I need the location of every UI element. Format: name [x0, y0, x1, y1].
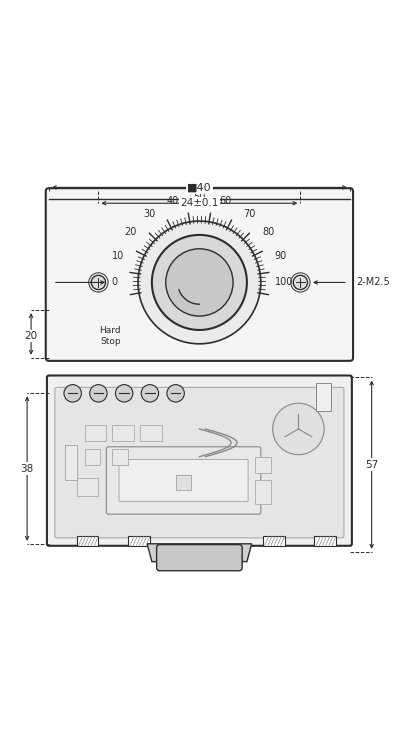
Bar — [176, 475, 192, 490]
FancyBboxPatch shape — [46, 189, 353, 360]
FancyBboxPatch shape — [119, 460, 248, 502]
Circle shape — [141, 385, 159, 402]
Bar — [255, 457, 271, 472]
Text: 80: 80 — [262, 228, 274, 237]
Bar — [84, 449, 100, 465]
Text: 24±0.1: 24±0.1 — [180, 198, 218, 208]
Circle shape — [152, 235, 247, 330]
Text: 38: 38 — [20, 463, 34, 474]
Text: 20: 20 — [124, 228, 137, 237]
Circle shape — [116, 385, 133, 402]
Circle shape — [167, 385, 184, 402]
Bar — [140, 425, 162, 441]
Bar — [316, 384, 331, 411]
Polygon shape — [147, 544, 252, 562]
Bar — [112, 425, 134, 441]
Text: 70: 70 — [243, 209, 256, 219]
Circle shape — [138, 221, 261, 344]
Text: 0: 0 — [111, 277, 117, 288]
Text: 10: 10 — [112, 251, 124, 261]
FancyBboxPatch shape — [106, 447, 261, 514]
Bar — [128, 536, 150, 546]
Text: 20: 20 — [24, 331, 38, 341]
Circle shape — [64, 385, 81, 402]
Bar — [314, 536, 336, 546]
Circle shape — [91, 276, 106, 290]
Text: Hard
Stop: Hard Stop — [100, 326, 121, 345]
Circle shape — [293, 276, 308, 290]
Text: 2-M2.5: 2-M2.5 — [356, 277, 390, 288]
Text: 30: 30 — [143, 209, 156, 219]
Text: 50: 50 — [193, 192, 206, 202]
Circle shape — [166, 249, 233, 316]
Bar — [77, 536, 98, 546]
FancyBboxPatch shape — [47, 376, 352, 546]
Text: 100: 100 — [275, 277, 294, 288]
Bar — [65, 445, 77, 481]
Bar — [84, 425, 106, 441]
Bar — [255, 481, 271, 504]
Text: 40: 40 — [167, 197, 179, 207]
Text: 57: 57 — [365, 460, 378, 469]
Text: 60: 60 — [220, 197, 232, 207]
FancyBboxPatch shape — [157, 544, 242, 571]
Circle shape — [90, 385, 107, 402]
Bar — [263, 536, 284, 546]
Bar — [77, 478, 98, 496]
Text: ■40: ■40 — [187, 182, 212, 192]
Circle shape — [273, 403, 324, 454]
Bar — [112, 449, 128, 465]
Text: 90: 90 — [274, 251, 286, 261]
FancyBboxPatch shape — [55, 388, 344, 538]
